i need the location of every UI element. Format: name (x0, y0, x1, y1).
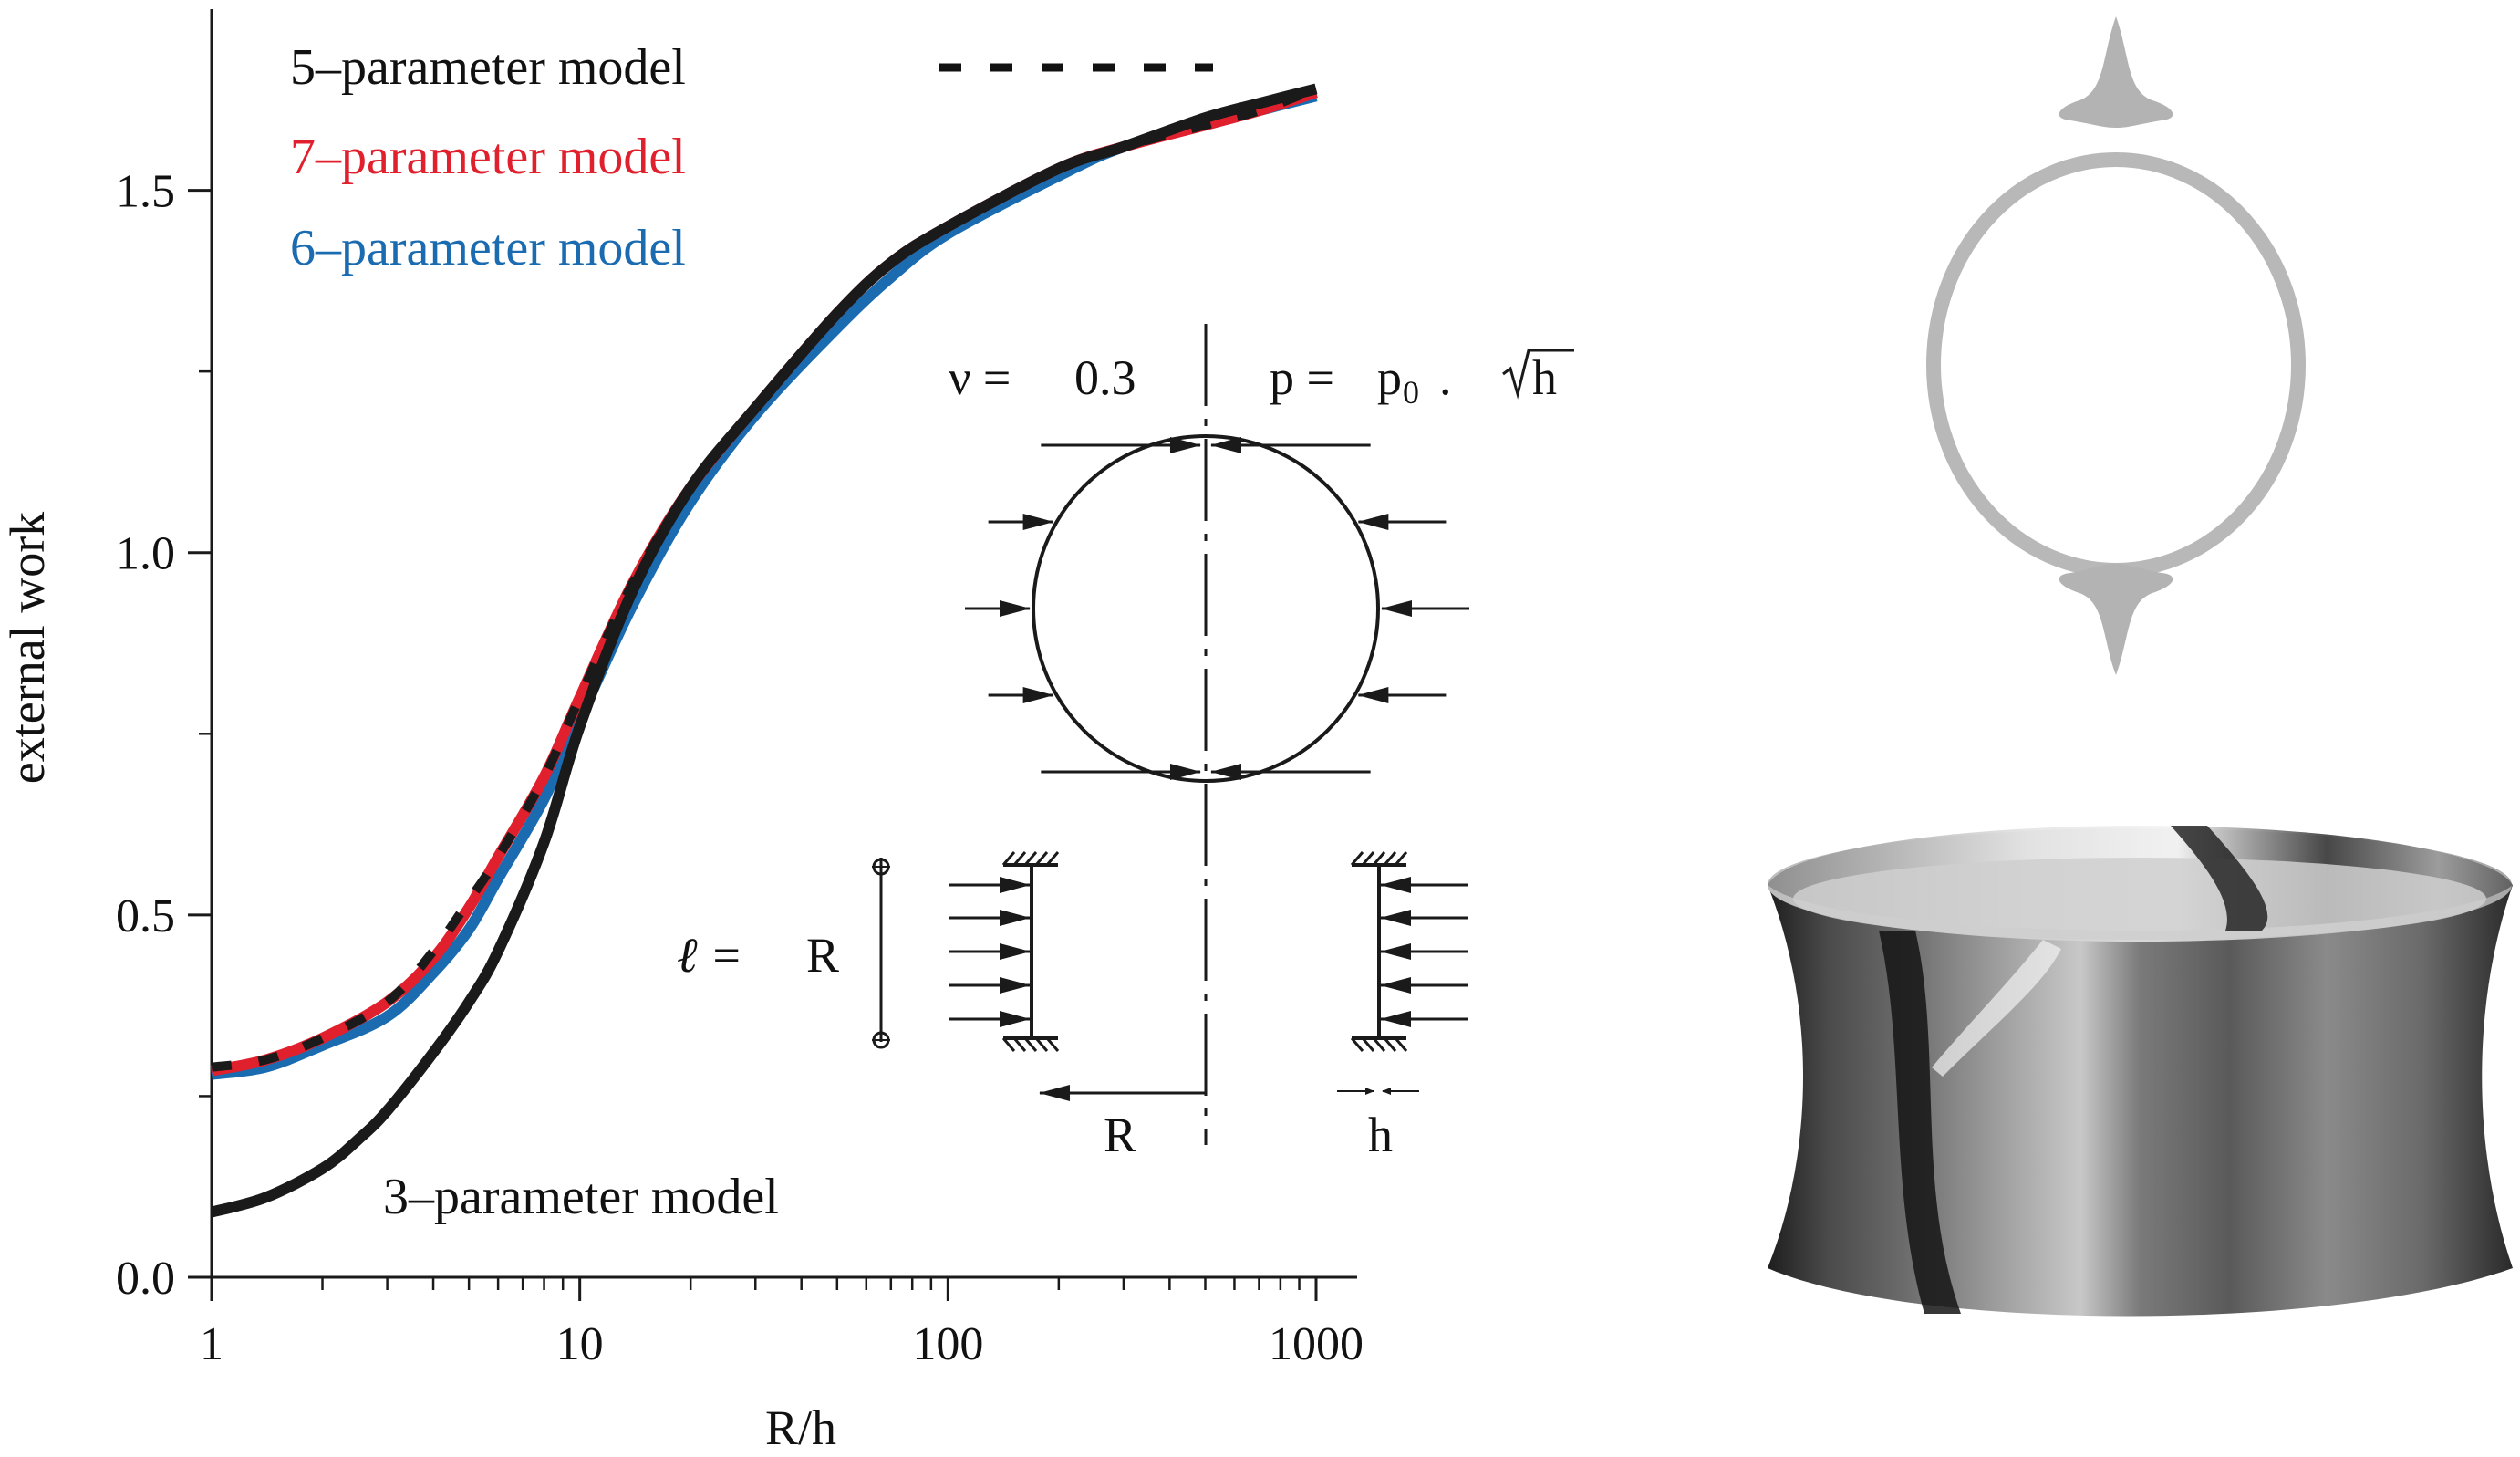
hatch-stroke (1383, 851, 1397, 866)
cylinder-highlight (1932, 940, 2061, 1077)
hatch-stroke (1361, 851, 1375, 866)
sqrt-sign (1502, 349, 1574, 400)
hatch-stroke (1045, 851, 1060, 866)
legend-label-7-parameter: 7–parameter model (290, 129, 686, 185)
y-tick-label: 1.0 (116, 528, 175, 580)
sqrt-h-label: h (1532, 350, 1557, 405)
nu-label: ν = (949, 350, 1011, 405)
x-axis-label: R/h (765, 1400, 836, 1455)
support-hatching (1001, 851, 1408, 1052)
hatch-stroke (1023, 1037, 1038, 1052)
curve-label-3-parameter: 3–parameter model (383, 1169, 779, 1225)
series-line-3-parameter-model (210, 83, 1318, 1218)
ticks: 1 10 100 1000 0.0 0.5 1.0 1.5 (116, 166, 1364, 1370)
ell-value: R (806, 928, 839, 983)
ring-top-buckle (2059, 16, 2173, 128)
ring-cross-section (1032, 434, 1380, 783)
legend-label-6-parameter: 6–parameter model (290, 220, 686, 276)
hatch-stroke (1394, 851, 1408, 866)
ring-pressure-arrows (965, 437, 1469, 780)
y-tick-label: 0.5 (116, 890, 175, 942)
hatch-stroke (1350, 1037, 1364, 1052)
cylinder-dark-fold (1879, 931, 1961, 1314)
y-tick-label: 0.0 (116, 1253, 175, 1305)
hatch-stroke (1350, 851, 1364, 866)
boundary-conditions-diagram: ν = 0.3 p = p 0 . h (677, 324, 1574, 1162)
hatch-stroke (1372, 851, 1386, 866)
hatch-stroke (1045, 1037, 1060, 1052)
hatch-stroke (1034, 851, 1049, 866)
thickness-label: h (1368, 1108, 1393, 1162)
x-tick-label: 1 (200, 1318, 223, 1370)
cylinder-top-fold (2171, 826, 2268, 931)
hatch-stroke (1001, 851, 1016, 866)
x-tick-label: 100 (912, 1318, 983, 1370)
legend: 5–parameter model 7–parameter model 6–pa… (290, 39, 1213, 276)
p-dot: . (1439, 350, 1452, 405)
chart: 1 10 100 1000 0.0 0.5 1.0 1.5 R/h external work… (0, 9, 1364, 1455)
hatch-stroke (1034, 1037, 1049, 1052)
hatch-stroke (1361, 1037, 1375, 1052)
y-tick-label: 1.5 (116, 166, 175, 218)
p0-subscript: 0 (1403, 374, 1419, 411)
hatch-stroke (1012, 1037, 1027, 1052)
hatch-stroke (1383, 1037, 1397, 1052)
ell-label: ℓ = (677, 928, 742, 983)
p-label: p = (1270, 350, 1334, 405)
deformed-cylinder-render (1768, 826, 2513, 1317)
radius-label: R (1104, 1108, 1136, 1162)
wall-pressure-arrows (949, 877, 1468, 1027)
cylinder-body (1768, 885, 2513, 1317)
cylinder-walls (1003, 863, 1406, 1040)
nu-value: 0.3 (1074, 350, 1136, 405)
hatch-stroke (1372, 1037, 1386, 1052)
hatch-stroke (1001, 1037, 1016, 1052)
p0-label: p (1377, 350, 1402, 405)
ring-bottom-buckle (2059, 564, 2173, 675)
x-tick-label: 10 (556, 1318, 604, 1370)
series-layer (210, 83, 1318, 1218)
x-tick-label: 1000 (1269, 1318, 1364, 1370)
axes (210, 9, 1357, 1279)
deformed-ring-render (1926, 16, 2306, 675)
hatch-stroke (1023, 851, 1038, 866)
deformed-ring-outline (1926, 152, 2306, 578)
hatch-stroke (1012, 851, 1027, 866)
hatch-stroke (1394, 1037, 1408, 1052)
cylinder-opening (1793, 858, 2486, 940)
y-axis-label: external work (0, 512, 55, 784)
legend-label-5-parameter: 5–parameter model (290, 39, 686, 96)
